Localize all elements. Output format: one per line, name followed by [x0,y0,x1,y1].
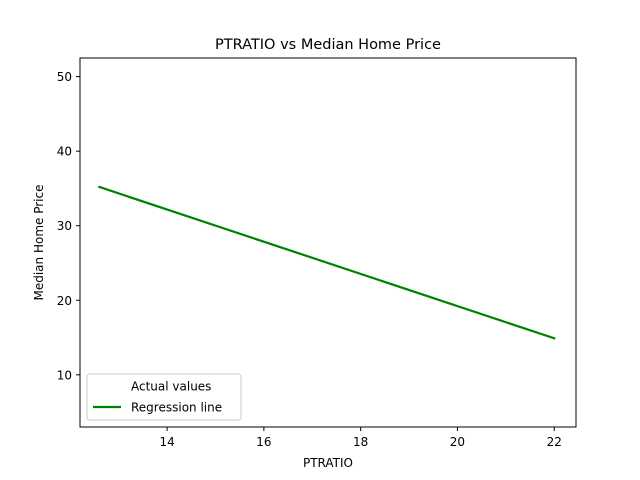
legend-label: Actual values [131,380,211,394]
legend-items: Actual values Regression line [93,380,222,415]
regression-line [97,185,556,340]
x-tick-label: 22 [547,435,562,449]
y-axis-label: Median Home Price [32,185,46,301]
y-tick-label: 40 [57,145,72,159]
x-tick-label: 18 [353,435,368,449]
x-axis-label: PTRATIO [303,456,353,470]
x-tick-label: 16 [256,435,271,449]
plot-frame [79,57,577,428]
y-tick-label: 10 [57,368,72,382]
y-axis-ticks: 10 20 30 40 50 [57,70,80,382]
x-axis-ticks: 14 16 18 20 22 [159,427,562,449]
y-tick-label: 20 [57,294,72,308]
legend-box [86,373,242,421]
x-tick-label: 20 [450,435,465,449]
y-tick-label: 30 [57,219,72,233]
x-tick-label: 14 [159,435,174,449]
plot-area [80,58,576,427]
chart-title: PTRATIO vs Median Home Price [215,37,441,53]
legend: Actual values Regression line [86,373,242,421]
y-tick-label: 50 [57,70,72,84]
legend-label: Regression line [131,401,222,415]
series-layer [97,185,556,340]
